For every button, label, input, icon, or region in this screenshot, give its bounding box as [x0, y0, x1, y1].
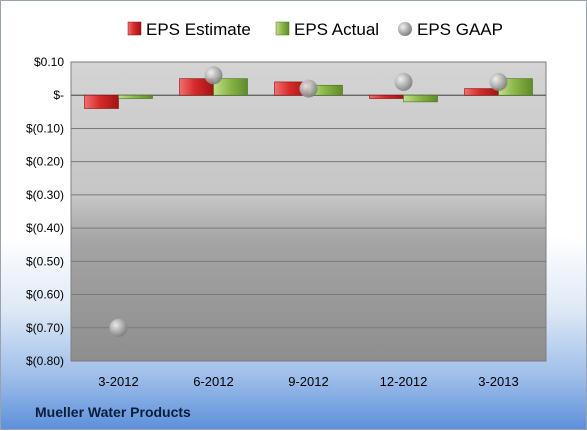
legend-label-eps-gaap: EPS GAAP: [417, 20, 503, 39]
eps-gaap-point: [394, 72, 413, 91]
y-tick-label: $(0.60): [26, 288, 64, 302]
eps-gaap-point: [204, 66, 223, 85]
y-tick-label: $(0.50): [26, 254, 64, 268]
gaap-points: [109, 66, 508, 337]
x-axis-categories: 3-2012 6-2012 9-2012 12-2012 3-2013: [98, 374, 518, 389]
eps-gaap-point: [109, 318, 128, 337]
eps-estimate-bar: [464, 88, 499, 96]
legend-swatch-eps-actual: [275, 21, 290, 36]
legend-swatch-eps-estimate: [127, 21, 142, 36]
x-category-label: 6-2012: [193, 374, 233, 389]
x-category-label: 12-2012: [380, 374, 428, 389]
x-category-label: 9-2012: [288, 374, 328, 389]
legend-label-eps-actual: EPS Actual: [294, 20, 379, 39]
legend-swatch-eps-gaap: [398, 22, 412, 36]
x-category-label: 3-2012: [98, 374, 138, 389]
y-tick-label: $(0.40): [26, 221, 64, 235]
y-tick-label: $-: [53, 88, 64, 102]
eps-gaap-point: [299, 79, 318, 98]
eps-actual-bar: [213, 78, 248, 96]
company-name: Mueller Water Products: [35, 404, 191, 420]
y-axis-ticks: $0.10 $- $(0.10) $(0.20) $(0.30) $(0.40) $(0.5…: [26, 55, 64, 368]
eps-gaap-point: [489, 72, 508, 91]
y-tick-label: $(0.20): [26, 155, 64, 169]
eps-actual-bar: [118, 94, 153, 99]
bars: [84, 78, 533, 109]
plot-area: [70, 61, 547, 362]
y-tick-label: $(0.70): [26, 321, 64, 335]
legend: EPS Estimate EPS Actual EPS GAAP: [127, 20, 503, 39]
eps-actual-bar: [403, 94, 438, 103]
y-tick-label: $(0.10): [26, 121, 64, 135]
legend-label-eps-estimate: EPS Estimate: [146, 20, 251, 39]
y-tick-label: $0.10: [34, 55, 64, 69]
eps-estimate-bar: [84, 94, 119, 109]
eps-estimate-bar: [369, 94, 404, 99]
y-tick-label: $(0.80): [26, 354, 64, 368]
y-tick-label: $(0.30): [26, 188, 64, 202]
x-category-label: 3-2013: [478, 374, 518, 389]
